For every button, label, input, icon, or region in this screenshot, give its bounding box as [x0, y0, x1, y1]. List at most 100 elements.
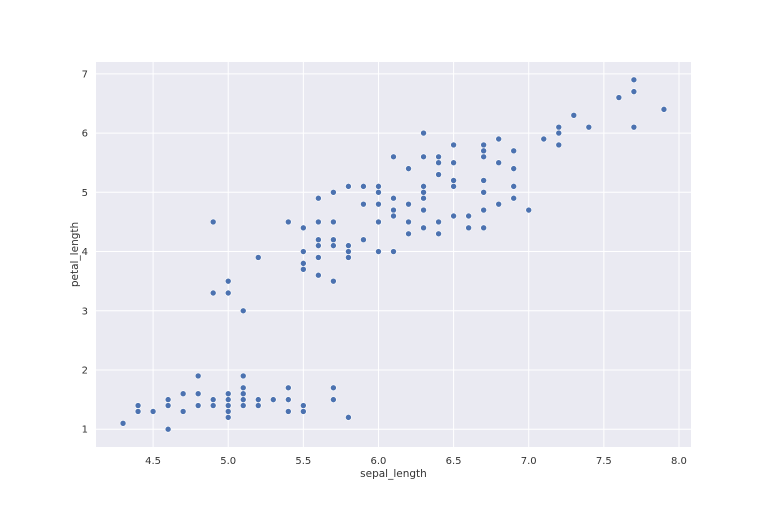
- data-point: [194, 372, 202, 380]
- data-point: [345, 414, 352, 421]
- x-tick-label: 6.0: [371, 456, 387, 467]
- data-point: [300, 224, 307, 232]
- data-point: [224, 396, 232, 403]
- data-point: [390, 194, 397, 202]
- data-point: [375, 189, 382, 196]
- x-tick-label: 7.5: [596, 456, 612, 467]
- data-point: [345, 183, 352, 190]
- data-point: [555, 123, 563, 131]
- data-point: [465, 224, 472, 232]
- data-point: [315, 218, 322, 226]
- data-point: [254, 396, 262, 403]
- data-point: [375, 248, 382, 255]
- y-tick-label: 1: [82, 425, 88, 436]
- data-point: [465, 212, 472, 220]
- data-point: [480, 153, 487, 161]
- data-point: [239, 402, 247, 409]
- data-point: [224, 390, 232, 397]
- data-point: [134, 408, 142, 415]
- x-tick-label: 4.5: [145, 456, 161, 467]
- grid-lines: [96, 62, 691, 447]
- data-point: [510, 183, 518, 190]
- data-point: [209, 402, 217, 409]
- x-tick-labels: 4.5 5.0 5.5 6.0 6.5 7.0 7.5 8.0: [145, 456, 687, 467]
- data-point: [375, 218, 382, 226]
- data-point: [360, 236, 367, 243]
- data-point: [420, 224, 427, 232]
- data-point: [420, 153, 427, 161]
- data-point: [405, 218, 412, 226]
- data-point: [480, 177, 487, 184]
- data-point: [239, 390, 247, 397]
- x-axis-label: sepal_length: [360, 468, 427, 480]
- y-tick-label: 5: [82, 188, 88, 199]
- data-point: [420, 183, 427, 190]
- data-point: [285, 218, 292, 226]
- data-point: [134, 402, 142, 409]
- data-point: [540, 135, 548, 143]
- y-tick-label: 6: [82, 129, 88, 140]
- data-point: [450, 159, 457, 166]
- data-point: [360, 200, 367, 208]
- data-point: [345, 242, 352, 249]
- data-point: [285, 396, 292, 403]
- y-tick-label: 3: [82, 306, 88, 317]
- data-point: [300, 260, 307, 267]
- data-point: [480, 141, 487, 149]
- data-point: [179, 390, 187, 397]
- y-tick-label: 2: [82, 366, 88, 377]
- y-tick-label: 7: [82, 69, 88, 80]
- data-point: [480, 224, 487, 232]
- data-point: [300, 248, 307, 255]
- data-point: [239, 396, 247, 403]
- data-point: [164, 425, 172, 433]
- data-point: [390, 248, 397, 255]
- y-axis-label: petal_length: [69, 222, 81, 287]
- data-point: [330, 384, 337, 392]
- x-tick-label: 8.0: [671, 456, 687, 467]
- data-point: [330, 189, 337, 196]
- data-point: [630, 88, 638, 95]
- data-point: [239, 372, 247, 380]
- data-point: [450, 177, 457, 184]
- data-point: [224, 289, 232, 297]
- data-point: [615, 94, 623, 101]
- data-point: [300, 266, 307, 273]
- data-point: [209, 218, 217, 226]
- x-tick-label: 6.5: [446, 456, 462, 467]
- data-point: [315, 254, 322, 261]
- data-point: [224, 408, 232, 415]
- data-point: [570, 112, 578, 119]
- data-point: [315, 194, 322, 202]
- data-point: [495, 135, 502, 143]
- y-tick-label: 4: [82, 247, 88, 258]
- data-point: [480, 189, 487, 196]
- y-tick-labels: 1 2 3 4 5 6 7: [82, 69, 88, 435]
- data-point: [300, 408, 307, 415]
- data-point: [330, 236, 337, 243]
- data-point: [630, 123, 638, 131]
- data-point: [435, 153, 442, 161]
- data-point: [375, 200, 382, 208]
- data-point: [375, 183, 382, 190]
- data-point: [315, 242, 322, 249]
- data-point: [194, 390, 202, 397]
- data-point: [660, 106, 668, 113]
- data-point: [390, 153, 397, 161]
- data-point: [420, 189, 427, 196]
- data-point: [315, 236, 322, 243]
- data-point: [119, 420, 127, 427]
- data-point: [405, 200, 412, 208]
- data-point: [555, 141, 563, 149]
- data-point: [630, 76, 638, 84]
- data-point: [420, 129, 427, 137]
- data-point: [345, 248, 352, 255]
- data-point: [435, 218, 442, 226]
- data-point: [435, 230, 442, 238]
- data-point: [435, 171, 442, 178]
- data-point: [345, 254, 352, 261]
- data-point: [450, 141, 457, 149]
- data-point: [179, 408, 187, 415]
- data-point: [360, 183, 367, 190]
